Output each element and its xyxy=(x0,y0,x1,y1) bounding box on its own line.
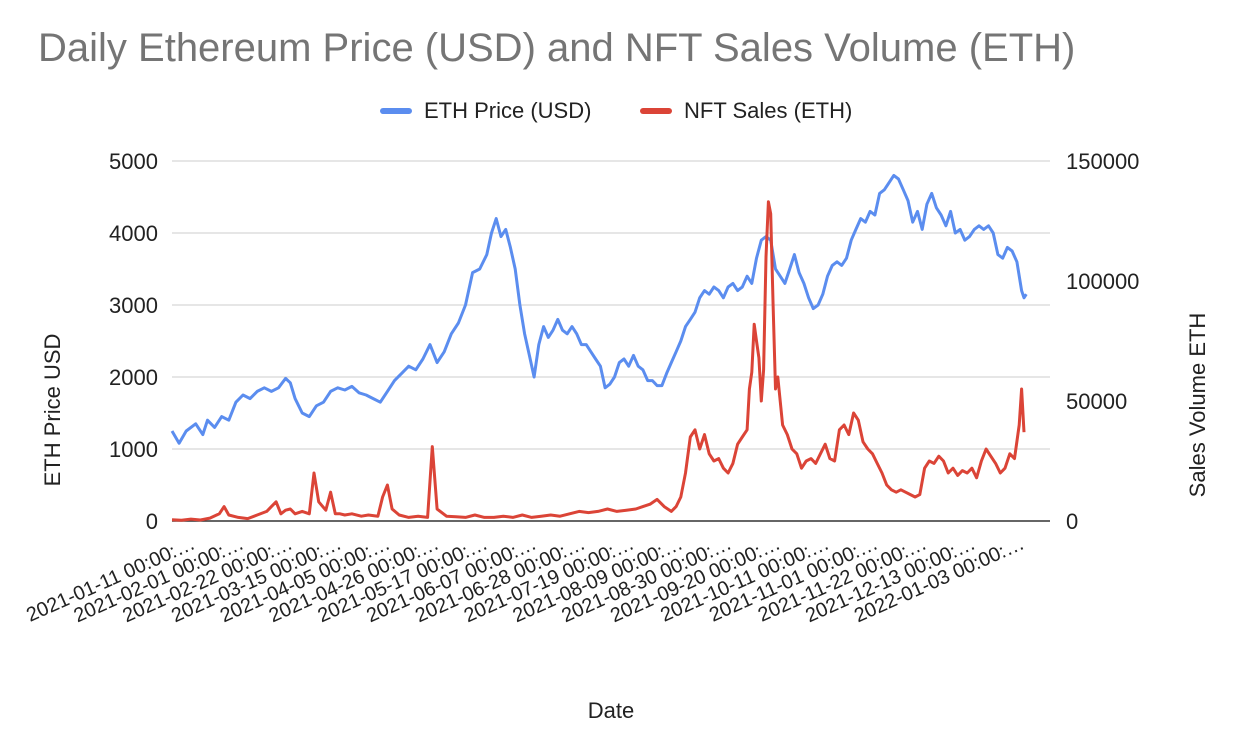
y-tick-left: 0 xyxy=(146,509,158,534)
x-ticks: 2021-01-11 00:00:…2021-02-01 00:00:…2021… xyxy=(23,532,1027,627)
legend-item-nft-sales[interactable]: NFT Sales (ETH) xyxy=(640,98,852,124)
legend-label-eth-price: ETH Price (USD) xyxy=(424,98,592,123)
y-tick-left: 2000 xyxy=(109,365,158,390)
y-tick-right: 150000 xyxy=(1066,149,1139,174)
x-axis-label: Date xyxy=(588,698,634,723)
legend: ETH Price (USD) NFT Sales (ETH) xyxy=(0,98,1242,126)
legend-swatch-eth-price xyxy=(380,108,412,114)
y-axis-label-right: Sales Volume ETH xyxy=(1185,313,1210,498)
y-tick-left: 3000 xyxy=(109,293,158,318)
legend-label-nft-sales: NFT Sales (ETH) xyxy=(684,98,853,123)
gridlines xyxy=(172,160,1050,522)
y-tick-left: 5000 xyxy=(109,149,158,174)
y-tick-right: 50000 xyxy=(1066,389,1127,414)
series-line-eth-price[interactable] xyxy=(170,173,1028,445)
y-ticks-left: 0 1000 2000 3000 4000 5000 xyxy=(109,149,158,534)
series-line-nft-sales[interactable] xyxy=(171,200,1026,522)
y-axis-label-left: ETH Price USD xyxy=(40,334,65,487)
y-tick-left: 1000 xyxy=(109,437,158,462)
legend-swatch-nft-sales xyxy=(640,108,672,114)
y-tick-right: 100000 xyxy=(1066,269,1139,294)
y-tick-left: 4000 xyxy=(109,221,158,246)
y-ticks-right: 0 50000 100000 150000 xyxy=(1066,149,1139,534)
series-lines xyxy=(170,173,1028,522)
legend-item-eth-price[interactable]: ETH Price (USD) xyxy=(380,98,591,124)
chart-title: Daily Ethereum Price (USD) and NFT Sales… xyxy=(38,26,1076,70)
y-tick-right: 0 xyxy=(1066,509,1078,534)
